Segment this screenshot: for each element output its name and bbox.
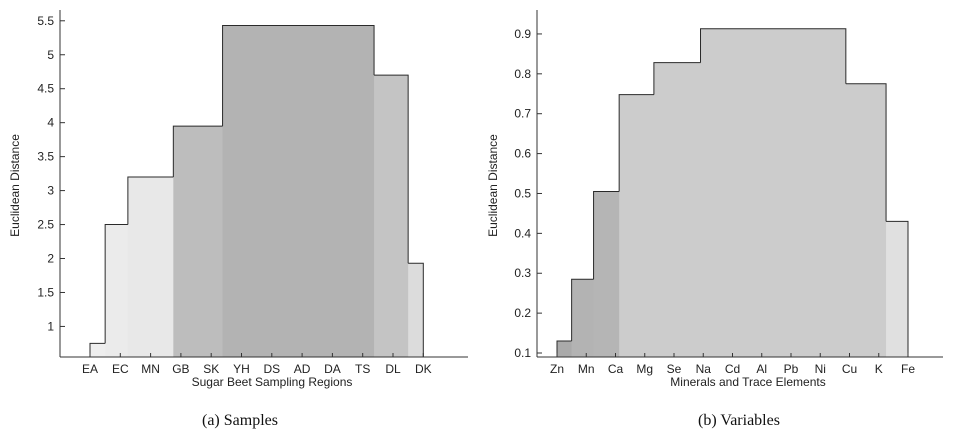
x-tick-label: Pb [784,362,799,376]
x-tick-label: Cu [842,362,857,376]
y-tick-label: 1 [47,319,54,333]
x-tick-label: DK [415,362,432,376]
cluster-fill-11 [700,28,846,357]
y-tick-label: 4.5 [37,82,54,96]
y-tick-label: 0.8 [514,67,531,81]
x-tick-label: Mn [578,362,595,376]
y-tick-label: 0.6 [514,147,531,161]
x-tick-label: TS [355,362,370,376]
y-tick-label: 3.5 [37,150,54,164]
y-tick-label: 0.4 [514,226,531,240]
y-tick-label: 5 [47,48,54,62]
x-tick-label: Fe [901,362,915,376]
x-tick-label: DA [324,362,341,376]
cluster-link-10 [222,25,375,127]
y-tick-label: 4 [47,116,54,130]
x-tick-label: Mg [636,362,653,376]
y-axis-title: Euclidean Distance [486,134,500,237]
x-tick-label: EC [112,362,129,376]
chart-samples: 1 1.5 2 2.5 3 3.5 4 4.5 5 5.5 EA EC MN GB SK YH DS AD DA TS… [8,10,468,429]
x-tick-label: AD [294,362,311,376]
y-tick-label: 3 [47,184,54,198]
x-tick-label: K [875,362,883,376]
y-tick-label: 0.5 [514,186,531,200]
y-tick-label: 0.7 [514,107,531,121]
x-tick-label: GB [172,362,189,376]
y-tick-label: 1.5 [37,285,54,299]
y-axis-title: Euclidean Distance [8,134,22,237]
x-tick-label: Na [696,362,712,376]
x-tick-label: Zn [550,362,564,376]
figure-caption: (b) Variables [698,412,780,429]
figure-caption: (a) Samples [202,412,278,429]
chart-variables: 0.1 0.2 0.3 0.4 0.5 0.6 0.7 0.8 0.9 Zn Mn Ca Mg Se Na C… [486,10,943,429]
cluster-fill-10 [222,25,375,357]
x-tick-label: Se [667,362,682,376]
x-tick-label: DS [263,362,280,376]
y-tick-label: 0.1 [514,346,531,360]
x-tick-label: MN [141,362,160,376]
x-tick-label: Ni [815,362,826,376]
x-tick-label: Cd [725,362,740,376]
x-axis-title: Sugar Beet Sampling Regions [192,375,353,389]
x-tick-label: Ca [608,362,624,376]
y-tick-label: 2.5 [37,218,54,232]
y-tick-label: 0.9 [514,27,531,41]
cluster-link-11 [700,28,847,84]
y-tick-label: 0.3 [514,266,531,280]
x-tick-label: EA [82,362,98,376]
x-tick-label: Al [756,362,767,376]
x-tick-label: SK [203,362,219,376]
y-tick-label: 0.2 [514,306,531,320]
x-tick-label: DL [385,362,401,376]
y-tick-label: 5.5 [37,14,54,28]
x-axis-title: Minerals and Trace Elements [670,375,825,389]
y-tick-label: 2 [47,252,54,266]
x-tick-label: YH [233,362,250,376]
